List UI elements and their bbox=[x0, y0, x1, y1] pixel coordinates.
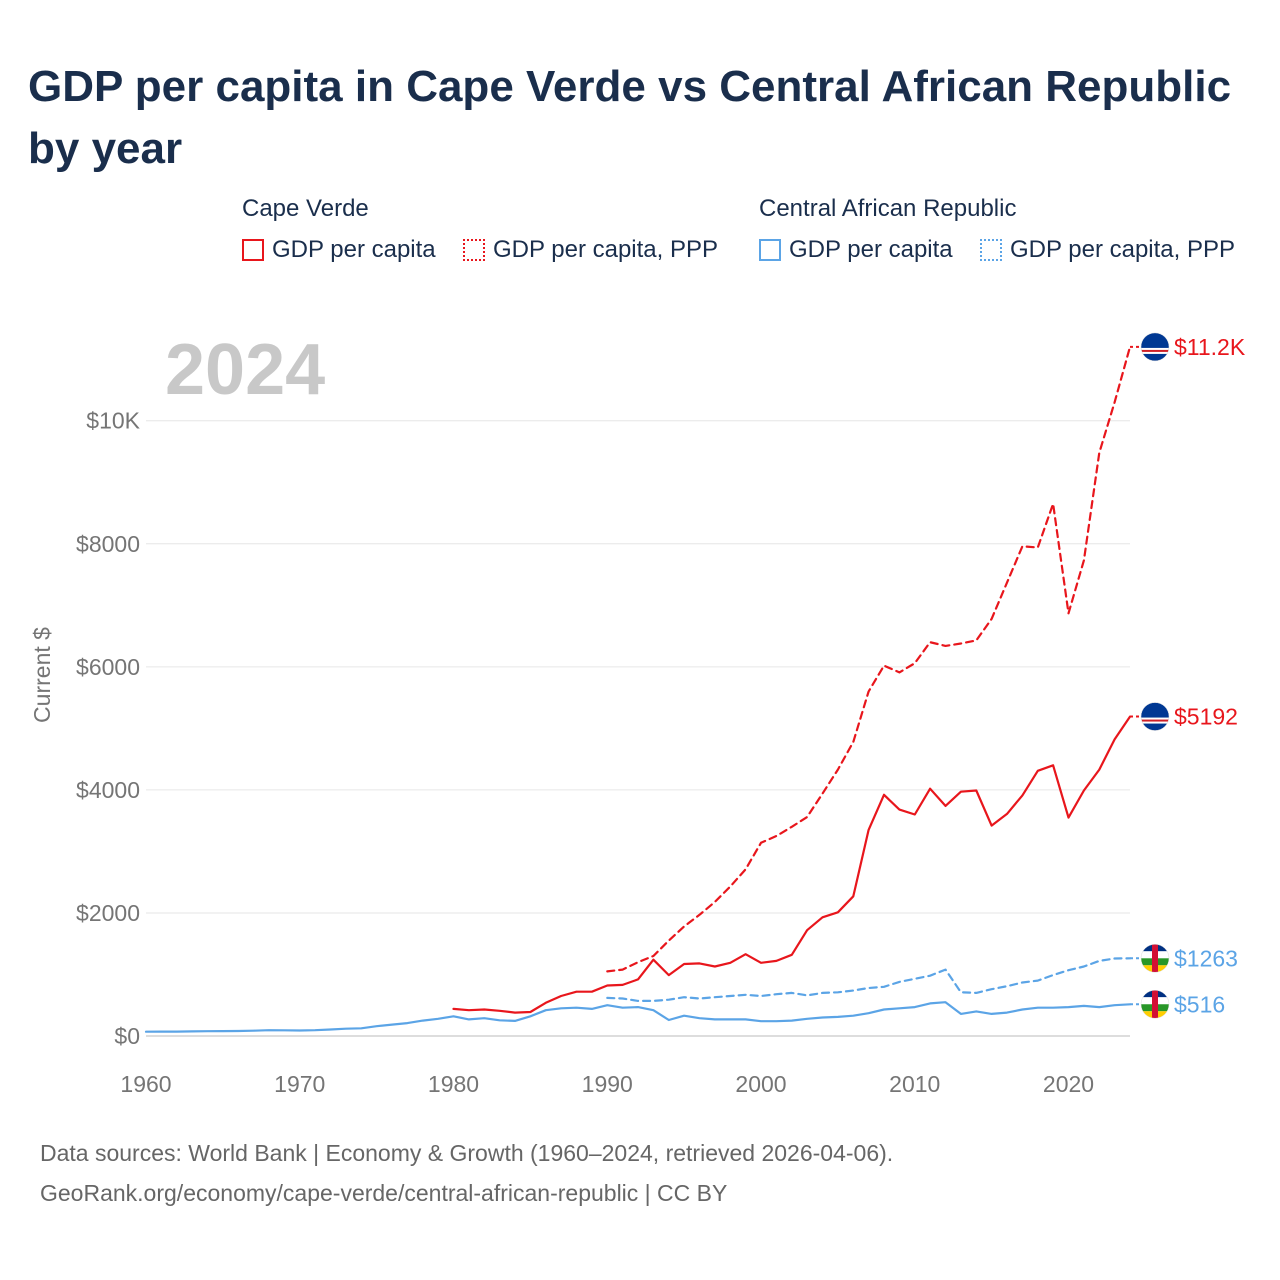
legend-group-car: Central African Republic bbox=[759, 195, 1017, 222]
flag-border bbox=[1140, 702, 1170, 731]
legend-item-cv-ppp[interactable]: GDP per capita, PPP bbox=[463, 236, 718, 264]
car-flag-icon bbox=[1141, 990, 1169, 1019]
flag-stripe-red bbox=[1141, 349, 1169, 352]
x-tick-label: 1970 bbox=[274, 1071, 325, 1097]
y-axis-label: Current $ bbox=[29, 627, 55, 723]
footer-attribution[interactable]: GeoRank.org/economy/cape-verde/central-a… bbox=[40, 1180, 728, 1206]
series-line bbox=[452, 715, 1132, 1014]
y-tick-label: $0 bbox=[114, 1023, 140, 1049]
y-tick-label: $2000 bbox=[76, 900, 140, 926]
flag-vertical-band bbox=[1152, 990, 1158, 1019]
x-tick-label: 1960 bbox=[120, 1071, 171, 1097]
end-value-label: $5192 bbox=[1174, 704, 1238, 730]
legend-group-cape-verde: Cape Verde bbox=[242, 195, 369, 222]
flag-border bbox=[1140, 990, 1170, 1019]
legend-label: GDP per capita, PPP bbox=[493, 236, 718, 263]
footer-sources: Data sources: World Bank | Economy & Gro… bbox=[40, 1140, 894, 1166]
flag-field bbox=[1141, 702, 1169, 731]
x-tick-label: 1980 bbox=[428, 1071, 479, 1097]
y-tick-label: $6000 bbox=[76, 654, 140, 680]
end-value-label: $516 bbox=[1174, 991, 1225, 1017]
chart-area: 2024 Current $ $0 $2000 $4000 $6000 $8000 $10… bbox=[29, 330, 1246, 1097]
flag-field bbox=[1141, 332, 1169, 361]
legend-item-car-gdp[interactable]: GDP per capita bbox=[759, 236, 953, 264]
legend-swatch-dotted-blue bbox=[980, 239, 1002, 261]
flag-stripe-red bbox=[1141, 719, 1169, 722]
cape-verde-flag-icon bbox=[1141, 702, 1169, 731]
y-tick-label: $4000 bbox=[76, 777, 140, 803]
legend-item-car-ppp[interactable]: GDP per capita, PPP bbox=[980, 236, 1235, 264]
end-value-label: $1263 bbox=[1174, 945, 1238, 971]
series-line bbox=[144, 1001, 1132, 1033]
cape-verde-flag-icon bbox=[1141, 332, 1169, 361]
x-tick-label: 2010 bbox=[889, 1071, 940, 1097]
x-tick-label: 2000 bbox=[735, 1071, 786, 1097]
chart-title: GDP per capita in Cape Verde vs Central … bbox=[28, 62, 1232, 173]
series-line bbox=[606, 345, 1132, 973]
flag-border bbox=[1140, 944, 1170, 973]
legend-label: GDP per capita, PPP bbox=[1010, 236, 1235, 263]
y-tick-label: $10K bbox=[86, 408, 140, 434]
end-value-label: $11.2K bbox=[1174, 334, 1246, 360]
x-tick-label: 1990 bbox=[582, 1071, 633, 1097]
x-tick-label: 2020 bbox=[1043, 1071, 1094, 1097]
legend-item-cv-gdp[interactable]: GDP per capita bbox=[242, 236, 436, 264]
series-line bbox=[606, 957, 1132, 1003]
legend-swatch-solid-blue bbox=[759, 239, 781, 261]
flag-border bbox=[1140, 332, 1170, 362]
y-tick-label: $8000 bbox=[76, 531, 140, 557]
flag-vertical-band bbox=[1152, 944, 1158, 973]
car-flag-icon bbox=[1141, 944, 1169, 973]
legend-label: GDP per capita bbox=[272, 236, 436, 263]
legend-swatch-solid-red bbox=[242, 239, 264, 261]
year-watermark: 2024 bbox=[165, 330, 325, 410]
legend-label: GDP per capita bbox=[789, 236, 953, 263]
legend-swatch-dotted-red bbox=[463, 239, 485, 261]
